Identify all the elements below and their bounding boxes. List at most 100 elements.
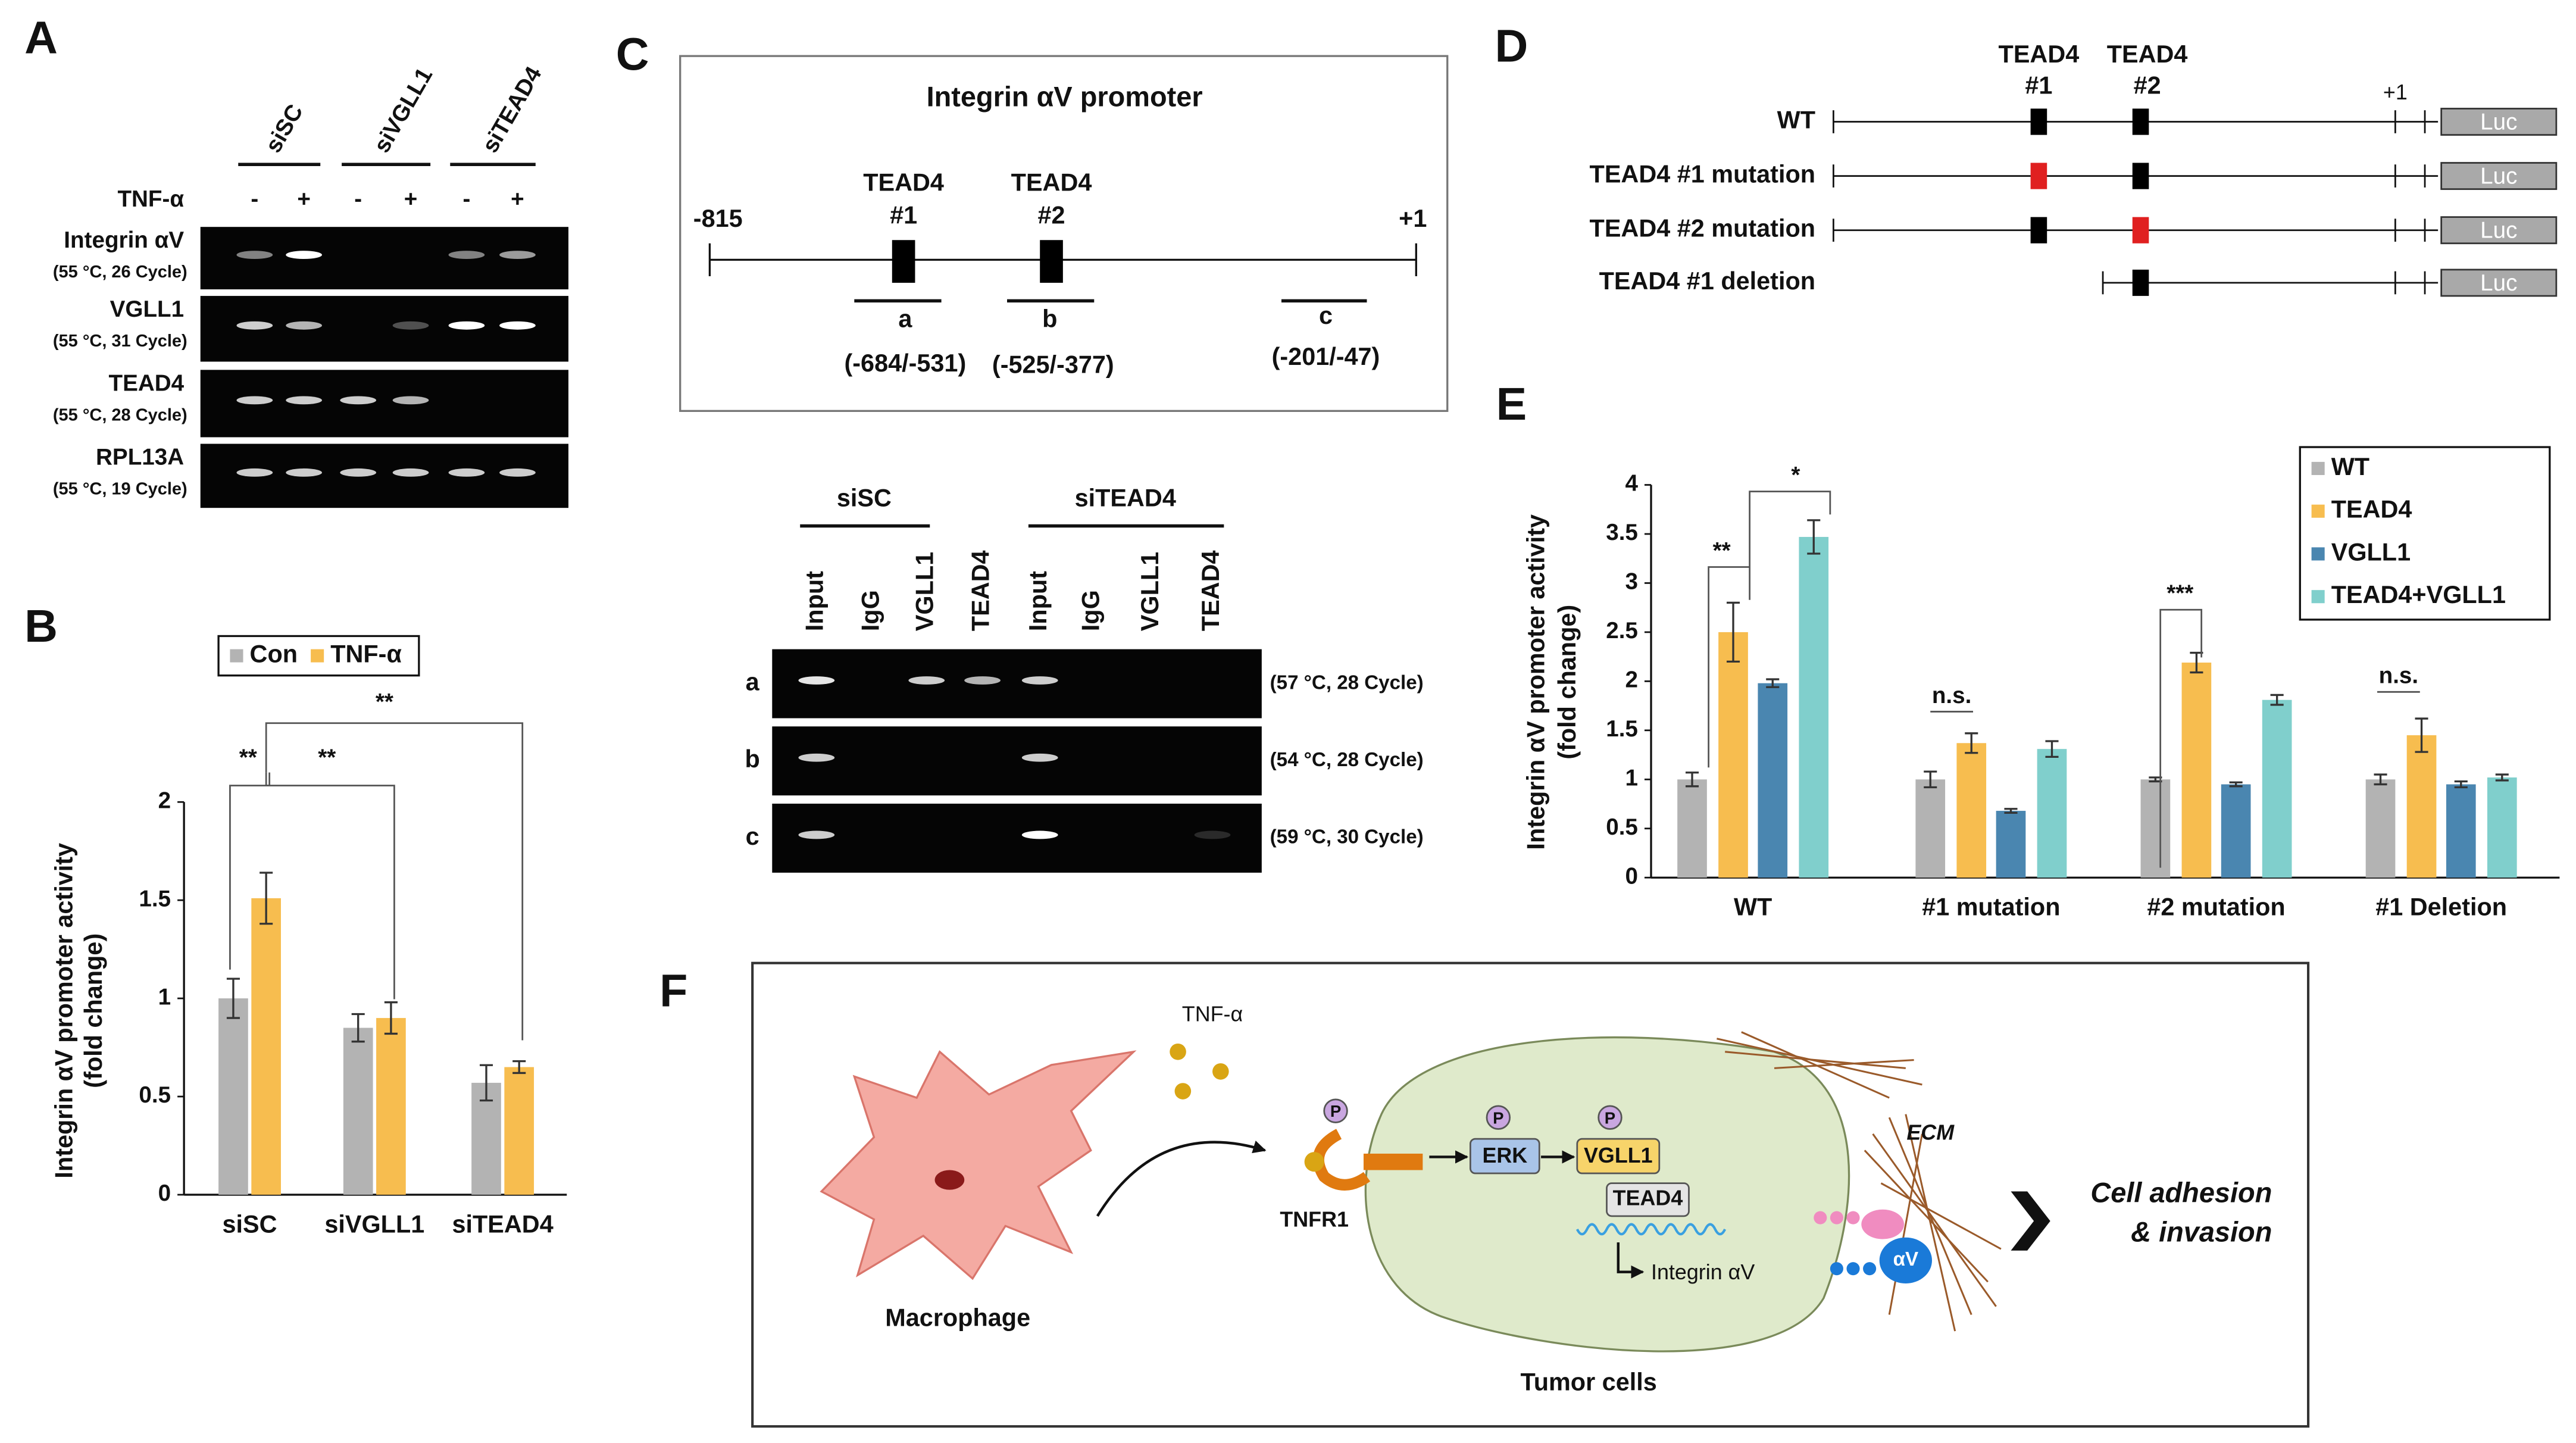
- gel-band: [236, 251, 273, 260]
- phospho-circle: [1598, 1105, 1622, 1130]
- lane-sign: -: [354, 186, 362, 212]
- pcr-condition: (55 °C, 19 Cycle): [53, 479, 187, 498]
- bar: [376, 1018, 406, 1195]
- kinase-label: ERK: [1482, 1144, 1527, 1167]
- receptor-label: TNFR1: [1280, 1208, 1349, 1232]
- panel-label: F: [659, 966, 687, 1017]
- bar: [343, 1027, 373, 1195]
- reporter-box: [2440, 162, 2558, 190]
- outcome-label: Cell adhesion: [2090, 1177, 2272, 1208]
- error-bar: [1924, 770, 1937, 789]
- gel-band: [499, 251, 536, 260]
- integrin-domain: [1814, 1211, 1827, 1225]
- significance-label: **: [1713, 538, 1731, 564]
- pcr-condition: (57 °C, 28 Cycle): [1270, 671, 1424, 694]
- lane-label: VGLL1: [911, 552, 939, 631]
- lane-label: IgG: [1077, 590, 1104, 631]
- gel-band: [448, 468, 485, 477]
- bar: [2140, 779, 2171, 878]
- bar: [218, 998, 248, 1195]
- gel-band: [286, 321, 322, 330]
- error-bar: [2229, 781, 2243, 788]
- region-label: b: [745, 745, 760, 773]
- site-label: #2: [1038, 202, 1065, 229]
- cytokine-label: TNF-α: [1182, 1002, 1243, 1026]
- diagram-frame: [679, 55, 1449, 412]
- y-tick-label: 0.5: [139, 1082, 171, 1108]
- construct-label: WT: [1777, 106, 1815, 133]
- dna: [1575, 1223, 1727, 1236]
- kinase-box: [1470, 1138, 1540, 1175]
- phospho-circle: [1323, 1098, 1348, 1123]
- significance-label: **: [318, 745, 336, 771]
- gel-band: [340, 396, 377, 405]
- gel-band: [1021, 753, 1058, 762]
- gel-band: [1021, 830, 1058, 839]
- region-label: c: [1319, 302, 1333, 329]
- error-bar: [260, 872, 273, 925]
- phospho-circle: [1486, 1105, 1511, 1130]
- bar: [251, 898, 281, 1195]
- legend-label: VGLL1: [2331, 538, 2411, 566]
- y-axis-label: Integrin αV promoter activity: [1522, 514, 1549, 850]
- reporter-label: Luc: [2480, 164, 2517, 189]
- error-bar: [1965, 732, 1978, 754]
- gel-band: [236, 468, 273, 477]
- region-label: a: [746, 668, 760, 695]
- pcr-condition: (55 °C, 28 Cycle): [53, 405, 187, 424]
- integrin-beta: [1861, 1209, 1905, 1239]
- position-label: +1: [2383, 80, 2408, 104]
- integrin-domain: [1846, 1262, 1860, 1276]
- bar: [1758, 683, 1788, 878]
- reporter-box: [2440, 108, 2558, 136]
- error-bar: [1726, 601, 1740, 663]
- pcr-condition: (55 °C, 31 Cycle): [53, 332, 187, 351]
- gel-band: [236, 396, 273, 405]
- bar: [2221, 784, 2251, 878]
- binding-site: [2132, 163, 2149, 189]
- x-tick-label: WT: [1734, 894, 1772, 921]
- gel-band: [448, 321, 485, 330]
- pcr-condition: (54 °C, 28 Cycle): [1270, 749, 1424, 771]
- integrin-domain: [1830, 1262, 1843, 1276]
- lane-label: IgG: [857, 590, 884, 631]
- error-bar: [2004, 808, 2018, 814]
- treatment-label: TNF-α: [117, 186, 184, 212]
- region-label: c: [746, 823, 759, 850]
- bar: [2365, 779, 2396, 878]
- nucleus: [934, 1170, 965, 1190]
- error-bar: [1685, 772, 1699, 788]
- arrow: [1096, 1141, 1267, 1217]
- error-bar: [479, 1064, 493, 1102]
- error-bar: [2454, 780, 2468, 789]
- bar: [2487, 777, 2517, 878]
- phospho-label: P: [1330, 1102, 1341, 1120]
- bar: [1915, 779, 1946, 878]
- receptor: [1312, 1129, 1371, 1191]
- diagram-title: Integrin αV promoter: [927, 81, 1203, 112]
- error-bar: [512, 1060, 526, 1075]
- y-tick-label: 2.5: [1606, 618, 1638, 644]
- significance-label: **: [239, 745, 257, 771]
- significance-label: **: [376, 689, 393, 715]
- cytokine: [1174, 1083, 1192, 1100]
- gene-label: Integrin αV: [64, 227, 184, 253]
- bar: [504, 1067, 534, 1195]
- legend-swatch: [2311, 590, 2325, 604]
- bar: [1996, 811, 2026, 878]
- legend-swatch: [2311, 461, 2325, 475]
- error-bar: [2415, 717, 2428, 753]
- binding-site: [2030, 108, 2047, 135]
- gel-band: [1194, 830, 1231, 839]
- significance-bracket: [1708, 566, 1750, 768]
- gel-band: [340, 468, 377, 477]
- error-bar: [2270, 694, 2284, 706]
- error-bar: [2045, 740, 2059, 758]
- site-label: #2: [2134, 71, 2161, 99]
- legend-box: [2299, 446, 2551, 621]
- y-tick-label: 1: [158, 984, 171, 1010]
- region-label: a: [898, 305, 912, 332]
- legend-swatch: [2311, 547, 2325, 561]
- receptor-tail: [1363, 1153, 1423, 1170]
- gel-band: [798, 676, 835, 685]
